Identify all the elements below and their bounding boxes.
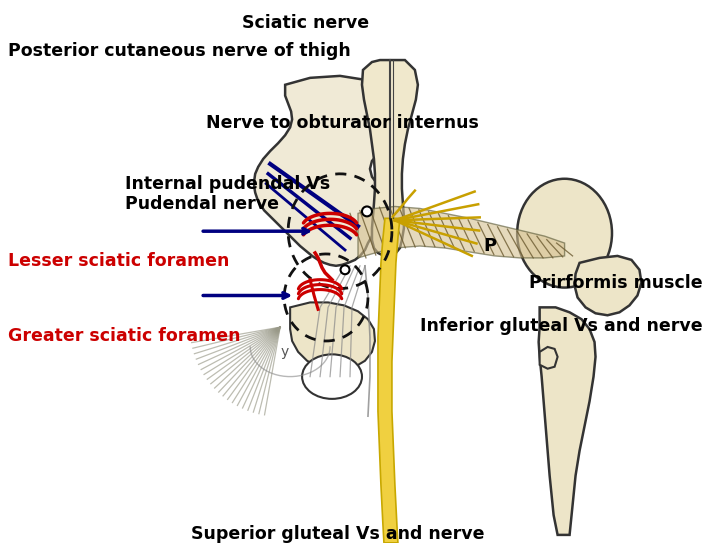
Text: Lesser sciatic foramen: Lesser sciatic foramen: [8, 252, 229, 270]
Text: P: P: [484, 237, 496, 255]
Text: Sciatic nerve: Sciatic nerve: [242, 14, 369, 32]
Ellipse shape: [302, 355, 362, 399]
Polygon shape: [539, 307, 596, 535]
Text: Pudendal nerve: Pudendal nerve: [125, 195, 279, 213]
Text: Posterior cutaneous nerve of thigh: Posterior cutaneous nerve of thigh: [8, 42, 351, 60]
Polygon shape: [540, 347, 557, 369]
Polygon shape: [254, 76, 400, 266]
Ellipse shape: [362, 207, 372, 216]
Ellipse shape: [517, 179, 612, 288]
Text: Greater sciatic foramen: Greater sciatic foramen: [8, 327, 240, 345]
Polygon shape: [574, 256, 641, 315]
Polygon shape: [378, 218, 400, 543]
Polygon shape: [362, 60, 418, 256]
Text: Nerve to obturator internus: Nerve to obturator internus: [206, 113, 479, 132]
Text: Internal pudendal Vs: Internal pudendal Vs: [125, 175, 330, 193]
Polygon shape: [290, 302, 375, 370]
Text: y: y: [281, 345, 289, 359]
Polygon shape: [358, 207, 564, 258]
Ellipse shape: [341, 265, 349, 274]
Text: Prirformis muscle: Prirformis muscle: [528, 273, 702, 292]
Text: Superior gluteal Vs and nerve: Superior gluteal Vs and nerve: [190, 526, 484, 544]
Text: Inferior gluteal Vs and nerve: Inferior gluteal Vs and nerve: [420, 317, 702, 335]
